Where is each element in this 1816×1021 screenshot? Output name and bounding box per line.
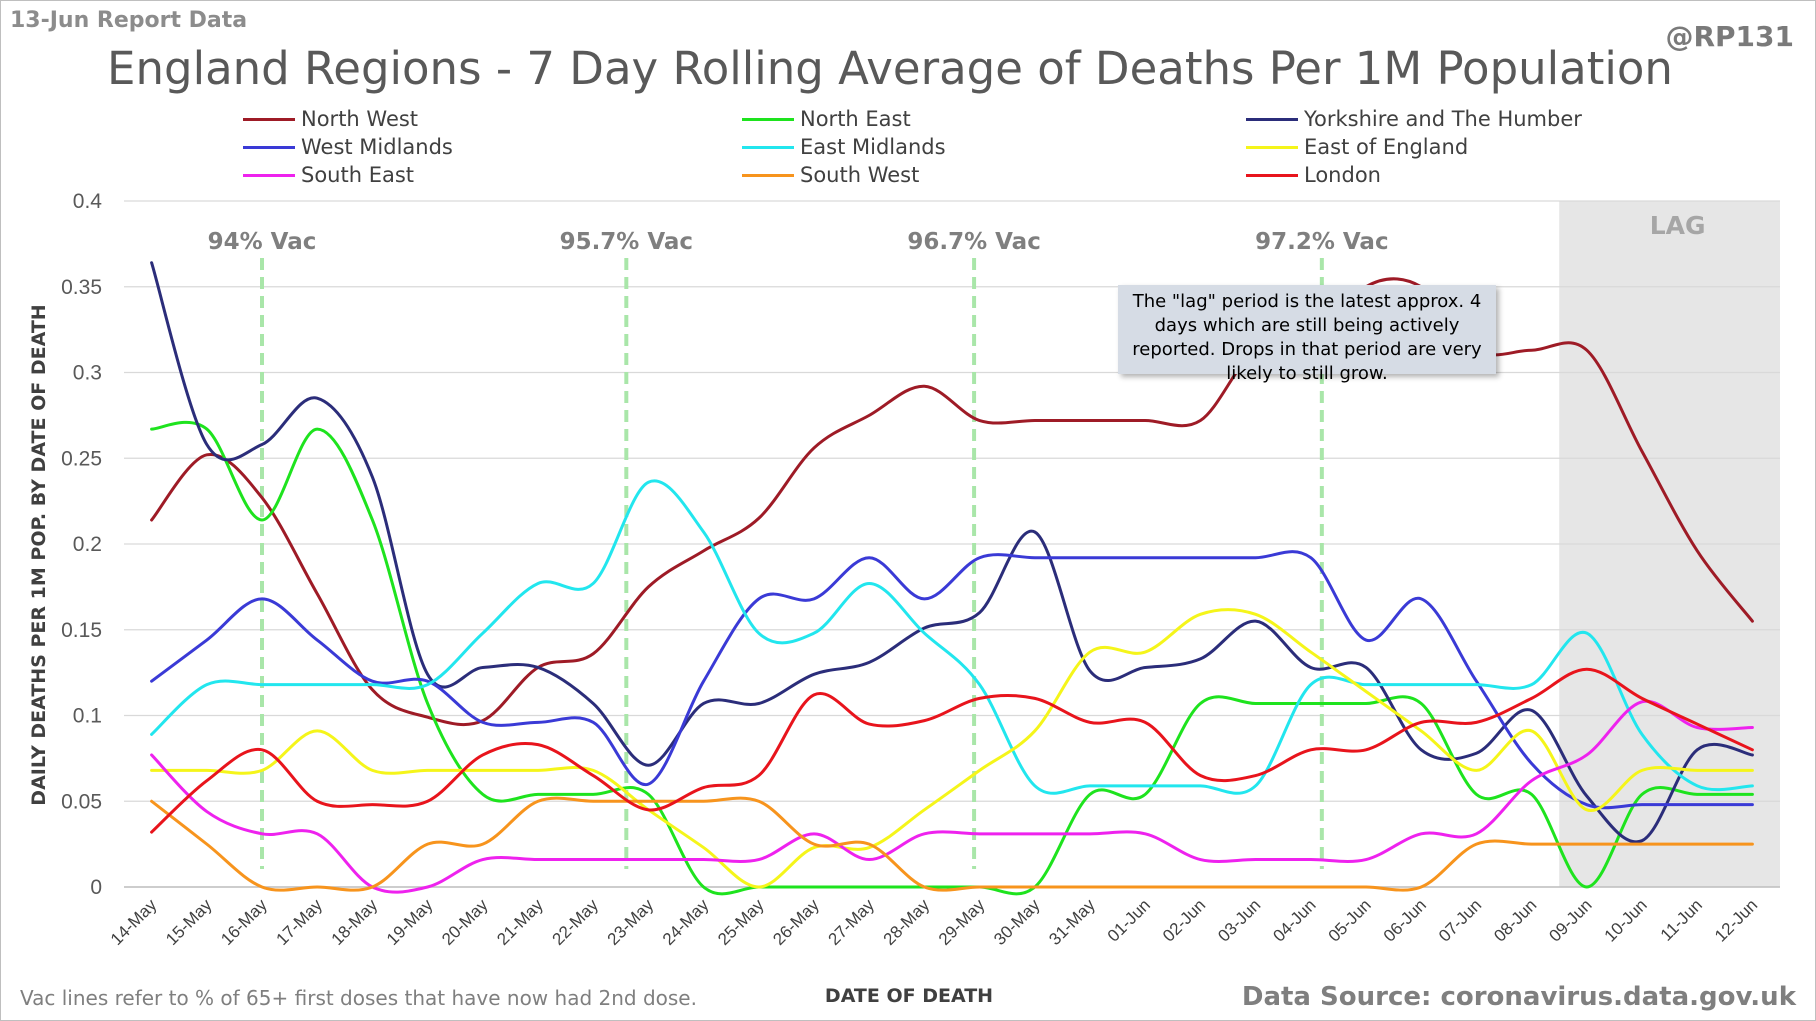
legend-swatch [742,145,794,149]
legend-item: Yorkshire and The Humber [1246,106,1582,132]
legend-label: East Midlands [800,135,946,159]
legend-item: West Midlands [243,134,453,160]
series-line-north-east [150,420,1754,896]
legend-item: North West [243,106,418,132]
vac-footnote: Vac lines refer to % of 65+ first doses … [20,986,697,1010]
legend-swatch [1246,145,1298,149]
x-tick-label: 18-May [328,895,382,949]
x-tick-label: 10-Jun [1601,895,1651,945]
x-tick-label: 12-Jun [1711,895,1761,945]
legend-item: East Midlands [742,134,946,160]
x-tick-label: 08-Jun [1490,895,1540,945]
chart-title: England Regions - 7 Day Rolling Average … [107,42,1673,95]
vac-marker-label: 94% Vac [208,229,317,255]
x-tick-label: 06-Jun [1380,895,1430,945]
legend-label: West Midlands [301,135,453,159]
lag-label: LAG [1650,211,1706,240]
legend-swatch [243,173,295,177]
legend-swatch [243,145,295,149]
report-date-label: 13-Jun Report Data [10,8,248,33]
series-line-east-of-england [150,608,1754,889]
legend-swatch [742,173,794,177]
legend-item: South West [742,162,919,188]
x-tick-label: 16-May [217,895,271,949]
x-tick-label: 02-Jun [1159,895,1209,945]
x-tick-label: 04-Jun [1269,895,1319,945]
y-tick-label: 0.15 [61,619,102,642]
legend-label: London [1304,163,1381,187]
x-tick-label: 30-May [990,895,1044,949]
lag-explanation-note: The "lag" period is the latest approx. 4… [1118,285,1496,384]
x-tick-label: 21-May [493,895,547,949]
x-tick-label: 28-May [880,895,934,949]
x-tick-label: 15-May [162,895,216,949]
x-tick-label: 14-May [107,895,161,949]
x-tick-label: 19-May [383,895,437,949]
data-source: Data Source: coronavirus.data.gov.uk [1241,982,1796,1012]
legend-item: London [1246,162,1381,188]
series-line-south-east [150,699,1754,894]
legend-label: South West [800,163,920,187]
series-line-north-west [150,277,1754,727]
y-axis-label: DAILY DEATHS PER 1M POP. BY DATE OF DEAT… [28,304,50,805]
x-tick-label: 29-May [935,895,989,949]
y-tick-label: 0.25 [61,447,102,470]
series-line-east-midlands [150,479,1754,795]
x-tick-label: 01-Jun [1104,895,1154,945]
y-tick-label: 0.4 [73,190,103,213]
vac-marker-label: 95.7% Vac [560,229,694,255]
x-tick-label: 22-May [549,895,603,949]
x-axis-label: DATE OF DEATH [825,985,993,1007]
legend-swatch [1246,173,1298,177]
x-tick-label: 11-Jun [1657,895,1706,944]
y-tick-label: 0.1 [73,705,102,728]
x-tick-label: 03-Jun [1214,895,1264,945]
series-line-south-west [150,796,1754,892]
y-tick-label: 0.2 [73,533,102,556]
y-tick-label: 0.05 [61,790,102,813]
x-tick-label: 05-Jun [1325,895,1375,945]
x-tick-label: 20-May [438,895,492,949]
vac-marker-label: 97.2% Vac [1255,229,1389,255]
x-tick-label: 27-May [825,895,879,949]
y-tick-label: 0.35 [61,276,102,299]
y-tick-label: 0.3 [73,362,102,385]
series-line-west-midlands [150,550,1754,810]
legend-swatch [742,117,794,121]
author-handle: @RP131 [1665,20,1794,53]
x-tick-label: 24-May [659,895,713,949]
x-tick-label: 07-Jun [1435,895,1485,945]
legend-label: North West [301,107,419,131]
legend-label: Yorkshire and The Humber [1304,107,1582,131]
x-tick-label: 23-May [604,895,658,949]
x-tick-label: 31-May [1045,895,1099,949]
legend-item: South East [243,162,414,188]
x-tick-label: 25-May [714,895,768,949]
legend-item: East of England [1246,134,1468,160]
series-line-london [150,667,1754,834]
legend-label: North East [800,107,911,131]
series-line-yorkshire-and-the-humber [150,261,1754,844]
x-tick-label: 09-Jun [1545,895,1595,945]
legend-label: East of England [1304,135,1469,159]
legend-label: South East [301,163,415,187]
y-tick-label: 0 [90,876,102,899]
legend-swatch [1246,117,1298,121]
x-tick-label: 26-May [769,895,823,949]
legend-swatch [243,117,295,121]
vac-marker-label: 96.7% Vac [907,229,1041,255]
x-tick-label: 17-May [273,895,327,949]
legend-item: North East [742,106,911,132]
